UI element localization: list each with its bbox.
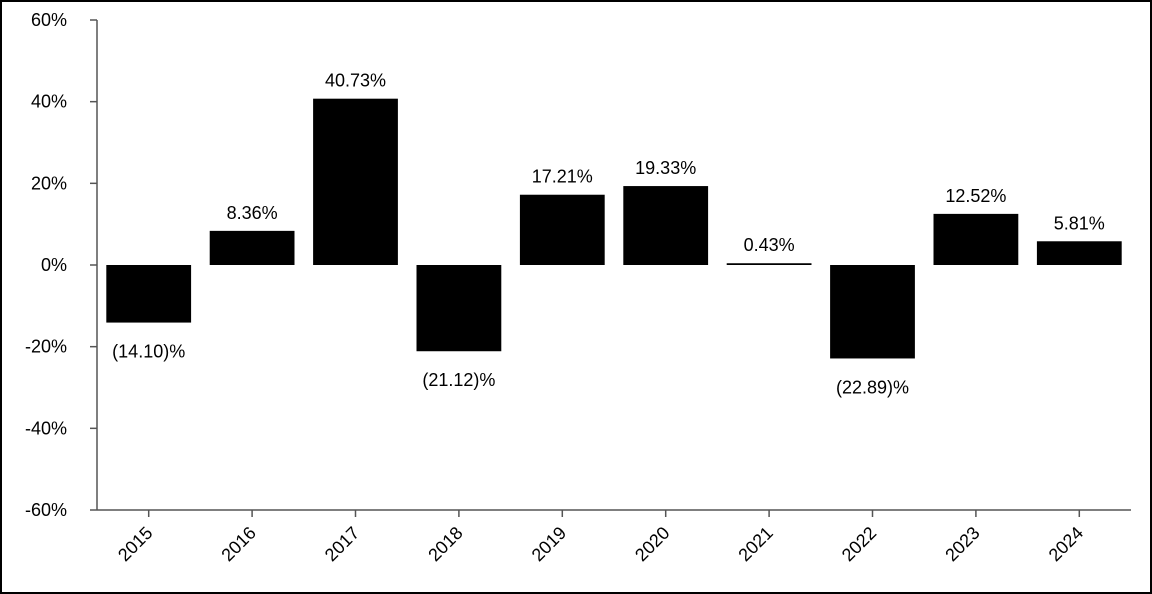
x-tick-label: 2022 (838, 523, 880, 565)
bar (1036, 241, 1122, 265)
y-tick-label: -20% (25, 337, 67, 357)
x-tick-label: 2021 (734, 523, 776, 565)
bar (623, 186, 709, 265)
y-tick-label: 20% (31, 173, 67, 193)
y-tick-label: -60% (25, 500, 67, 520)
data-label: 12.52% (945, 186, 1006, 206)
y-axis: 60% 40% 20% 0% -20% -40% -60% (25, 10, 98, 520)
data-label: (14.10)% (112, 342, 185, 362)
x-tick-label: 2019 (528, 523, 570, 565)
bar (313, 98, 398, 265)
data-label: (22.89)% (836, 377, 909, 397)
x-tick-label: 2020 (631, 523, 673, 565)
x-tick-label: 2023 (941, 523, 983, 565)
x-tick-label: 2015 (114, 523, 156, 565)
y-tick-label: 60% (31, 10, 67, 30)
data-label: (21.12)% (422, 370, 495, 390)
y-tick-label: 40% (31, 92, 67, 112)
data-labels: (14.10)% 8.36% 40.73% (21.12)% 17.21% 19.33% 0… (112, 71, 1105, 398)
x-tick-label: 2017 (321, 523, 363, 565)
bar (209, 230, 295, 265)
y-tick-label: -40% (25, 418, 67, 438)
data-label: 40.73% (325, 71, 386, 91)
bar (416, 265, 502, 352)
y-tick-label: 0% (41, 255, 67, 275)
data-label: 8.36% (227, 203, 278, 223)
data-label: 0.43% (744, 235, 795, 255)
data-label: 17.21% (532, 167, 593, 187)
bar (519, 194, 605, 265)
x-axis: 2015 2016 2017 2018 2019 2020 2021 2022 2023 2024 (97, 509, 1131, 565)
x-tick-label: 2016 (217, 523, 259, 565)
bar (726, 263, 812, 265)
bar (933, 213, 1019, 265)
data-label: 19.33% (635, 158, 696, 178)
x-tick-label: 2024 (1045, 523, 1087, 565)
bar (106, 265, 192, 323)
bar (830, 265, 915, 359)
data-label: 5.81% (1054, 213, 1105, 233)
bars (106, 98, 1122, 359)
x-tick-label: 2018 (424, 523, 466, 565)
